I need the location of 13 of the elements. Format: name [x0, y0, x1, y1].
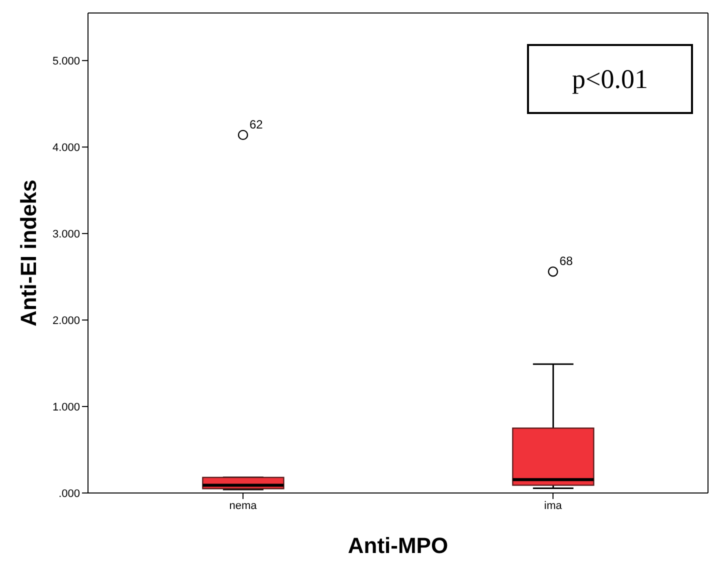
note-text: p<0.01: [572, 64, 648, 94]
y-tick-label: 5.000: [52, 55, 80, 68]
x-tick-label: nema: [229, 500, 258, 512]
x-tick-label: ima: [544, 500, 563, 512]
annotation: 62: [250, 117, 264, 132]
y-tick-label: .000: [58, 488, 80, 500]
annotation: 68: [560, 254, 574, 268]
y-tick-label: 3.000: [52, 228, 80, 240]
y-tick-label: 1.000: [52, 401, 80, 414]
y-tick-label: 2.000: [52, 314, 80, 327]
y-axis-title: Anti-EI indeks: [16, 180, 41, 326]
x-axis-title: Anti-MPO: [348, 533, 448, 558]
y-tick-label: 4.000: [52, 142, 80, 154]
